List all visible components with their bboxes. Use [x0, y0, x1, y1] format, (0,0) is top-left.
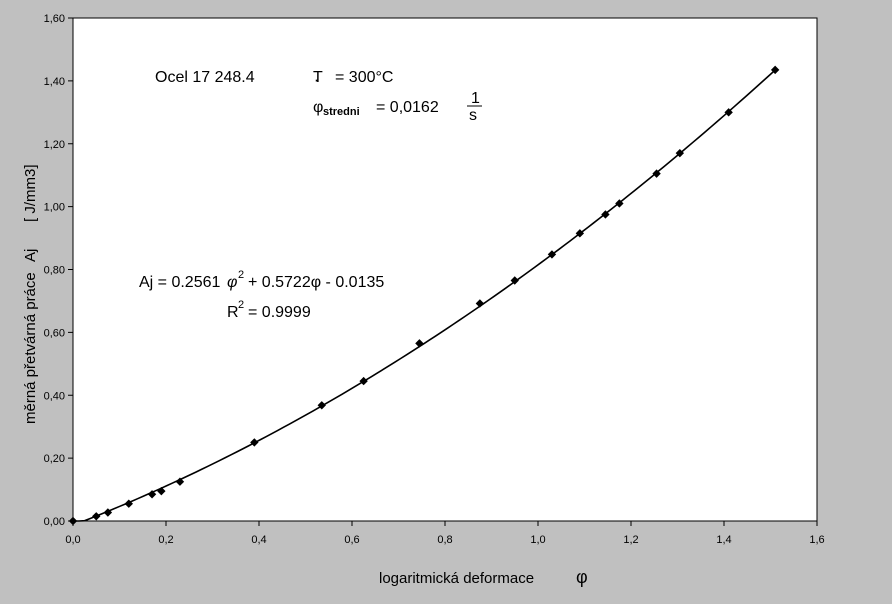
- y-tick-label: 0,00: [44, 516, 65, 528]
- y-tick-label: 0,60: [44, 327, 65, 339]
- data-point: [68, 516, 78, 526]
- x-tick-label: 0,4: [251, 534, 266, 546]
- y-tick-label: 0,40: [44, 390, 65, 402]
- plot-area: [73, 18, 817, 521]
- x-tick-label: 0,6: [344, 534, 359, 546]
- rate-dot: ˙: [314, 77, 320, 97]
- r-squared-superscript: 2: [238, 299, 244, 311]
- y-axis-unit: [ J/mm3]: [22, 164, 39, 222]
- rate-value: = 0,0162: [376, 99, 439, 116]
- data-point: [250, 438, 259, 447]
- data-point: [652, 169, 661, 178]
- x-tick-label: 1,4: [716, 534, 731, 546]
- equation-part-b: + 0.5722φ - 0.0135: [248, 274, 384, 291]
- equation-superscript: 2: [238, 269, 244, 281]
- equation-part-a: Aj = 0.2561: [139, 274, 221, 291]
- x-tick-label: 1,2: [623, 534, 638, 546]
- y-tick-label: 1,00: [44, 202, 65, 214]
- y-tick-label: 0,20: [44, 453, 65, 465]
- data-point: [124, 499, 133, 508]
- r-squared-value: = 0.9999: [248, 304, 311, 321]
- data-point: [415, 339, 424, 348]
- rate-unit-numerator: 1: [471, 90, 480, 107]
- y-tick-label: 0,80: [44, 265, 65, 277]
- data-points: [68, 65, 780, 526]
- data-point: [724, 108, 733, 117]
- x-tick-label: 1,6: [809, 534, 824, 546]
- data-point: [615, 199, 624, 208]
- tick-labels: 0,0 0,2 0,4 0,6 0,8 1,0 1,2 1,4 1,6 0,00 0,20 0,40 0…: [44, 13, 825, 546]
- data-point: [770, 65, 780, 75]
- x-tick-label: 0,2: [158, 534, 173, 546]
- y-tick-label: 1,20: [44, 139, 65, 151]
- equation-phi-squared: φ: [227, 274, 237, 291]
- x-tick-label: 0,8: [437, 534, 452, 546]
- data-point: [475, 299, 485, 308]
- x-tick-label: 1,0: [530, 534, 545, 546]
- data-point: [575, 229, 585, 238]
- rate-unit-denominator: s: [469, 107, 477, 124]
- y-axis-label: měrná přetvárná práce: [22, 272, 39, 424]
- data-point: [359, 376, 368, 386]
- data-point: [675, 148, 685, 158]
- data-point: [175, 477, 185, 486]
- x-axis-symbol: φ: [576, 567, 588, 587]
- rate-symbol: φ: [313, 99, 323, 116]
- data-point: [103, 508, 113, 517]
- x-axis-label: logaritmická deformace: [379, 570, 534, 587]
- data-point: [147, 490, 157, 499]
- r-squared-letter: R: [227, 304, 239, 321]
- data-point: [547, 250, 557, 259]
- y-axis-title-group: měrná přetvárná práce Aj [ J/mm3]: [22, 164, 39, 424]
- annotation-temp-prefix: T: [313, 69, 323, 86]
- y-tick-label: 1,40: [44, 76, 65, 88]
- y-axis-symbol: Aj: [22, 249, 39, 262]
- data-point: [317, 401, 326, 410]
- annotation-temp-value: = 300°C: [335, 69, 393, 86]
- data-point: [601, 210, 610, 219]
- data-point: [157, 486, 166, 496]
- x-tick-label: 0,0: [65, 534, 80, 546]
- y-tick-label: 1,60: [44, 13, 65, 25]
- data-point: [92, 512, 101, 521]
- data-point: [510, 276, 519, 285]
- annotation-material: Ocel 17 248.4: [155, 69, 255, 86]
- rate-subscript: stredni: [323, 106, 360, 118]
